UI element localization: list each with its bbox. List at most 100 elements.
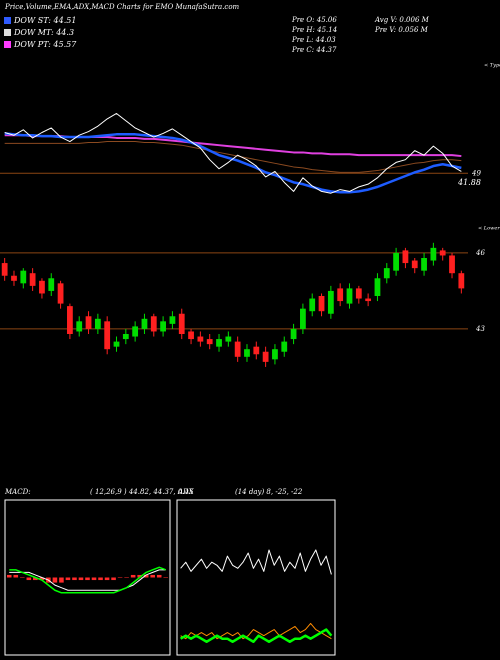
histogram-bar <box>39 577 45 581</box>
candle-body <box>178 313 185 334</box>
candle-body <box>188 331 194 340</box>
candle-body <box>206 339 213 345</box>
stat: Avg V: 0.006 M <box>374 16 430 24</box>
histogram-bar <box>163 577 169 578</box>
candle-body <box>20 270 27 284</box>
series-line <box>180 549 332 575</box>
histogram-bar <box>26 577 32 581</box>
candle-body <box>244 349 250 357</box>
histogram-bar <box>156 574 162 578</box>
candle-body <box>104 321 111 350</box>
candle-body <box>94 318 101 329</box>
series-line <box>9 569 166 591</box>
panel-subtitle: ( 12,26,9 ) 44.82, 44.37, 0.45 <box>90 488 194 496</box>
candle-body <box>1 263 8 276</box>
candle-body <box>39 280 45 294</box>
histogram-bar <box>117 577 123 578</box>
candle-body <box>48 278 55 291</box>
candle-body <box>225 336 232 342</box>
candle-body <box>365 298 372 302</box>
candle-body <box>374 278 381 296</box>
candle-body <box>76 321 83 332</box>
histogram-bar <box>65 577 71 581</box>
candle-body <box>430 247 437 261</box>
legend-label: DOW MT: 44.3 <box>13 28 74 37</box>
candle-body <box>234 341 241 357</box>
legend-label: DOW ST: 44.51 <box>13 16 76 25</box>
histogram-bar <box>33 577 38 581</box>
histogram-bar <box>111 577 116 581</box>
stat: Pre V: 0.056 M <box>374 26 429 34</box>
candle-body <box>458 273 465 289</box>
y-tick-label: 46 <box>475 249 485 257</box>
series-line <box>179 628 333 644</box>
candle-body <box>449 255 455 274</box>
histogram-bar <box>91 577 97 581</box>
candle-body <box>67 306 73 334</box>
panel-label: < Lower <box>478 226 500 232</box>
legend-swatch <box>4 29 11 36</box>
series-line <box>180 622 332 640</box>
candle-body <box>309 298 316 312</box>
stat: Pre C: 44.37 <box>291 46 337 54</box>
histogram-bar <box>59 577 64 583</box>
candle-body <box>411 260 418 269</box>
histogram-bar <box>150 574 155 578</box>
candle-body <box>262 351 269 362</box>
candle-body <box>169 316 176 324</box>
candle-body <box>132 326 139 337</box>
candle-body <box>281 341 288 352</box>
candle-body <box>421 258 427 271</box>
candle-body <box>393 252 399 271</box>
candle-body <box>29 273 36 286</box>
histogram-bar <box>13 574 19 578</box>
candle-body <box>57 283 64 304</box>
histogram-bar <box>6 574 12 578</box>
histogram-bar <box>20 577 25 578</box>
series-line <box>4 141 462 173</box>
histogram-bar <box>124 577 129 578</box>
series-line <box>9 566 167 594</box>
candle-body <box>113 341 120 347</box>
candle-body <box>85 316 92 329</box>
y-tick-label: 43 <box>475 325 485 333</box>
histogram-bar <box>52 577 58 583</box>
series-line <box>4 112 462 194</box>
histogram-bar <box>98 577 103 581</box>
candle-body <box>439 250 446 256</box>
panel-label: < Type <box>484 63 500 69</box>
histogram-bar <box>72 577 77 581</box>
candle-body <box>300 308 306 329</box>
candle-body <box>290 328 297 340</box>
candle-body <box>402 250 409 264</box>
candle-body <box>11 275 17 281</box>
panel-title: ADX <box>177 488 195 496</box>
candle-body <box>150 316 157 332</box>
y-tick-label: 49 <box>471 169 481 177</box>
candle-body <box>216 339 222 347</box>
candle-body <box>355 288 362 299</box>
candle-body <box>272 349 278 360</box>
candle-body <box>253 346 260 355</box>
candle-body <box>383 268 390 279</box>
candle-body <box>337 288 344 302</box>
candle-body <box>160 321 166 332</box>
histogram-bar <box>104 577 110 581</box>
price-annotation: 41.88 <box>457 178 481 187</box>
stat: Pre O: 45.06 <box>291 16 337 24</box>
histogram-bar <box>137 574 142 578</box>
page-title: Price,Volume,EMA,ADX,MACD Charts for EMO… <box>4 3 240 11</box>
stat: Pre L: 44.03 <box>291 36 336 44</box>
histogram-bar <box>85 577 90 581</box>
histogram-bar <box>78 577 84 581</box>
candle-body <box>122 334 129 340</box>
legend-label: DOW PT: 45.57 <box>13 40 77 49</box>
legend-swatch <box>4 41 11 48</box>
histogram-bar <box>143 574 149 578</box>
panel-title: MACD: <box>4 488 31 496</box>
legend-swatch <box>4 17 11 24</box>
stat: Pre H: 45.14 <box>291 26 337 34</box>
candle-body <box>197 336 204 342</box>
